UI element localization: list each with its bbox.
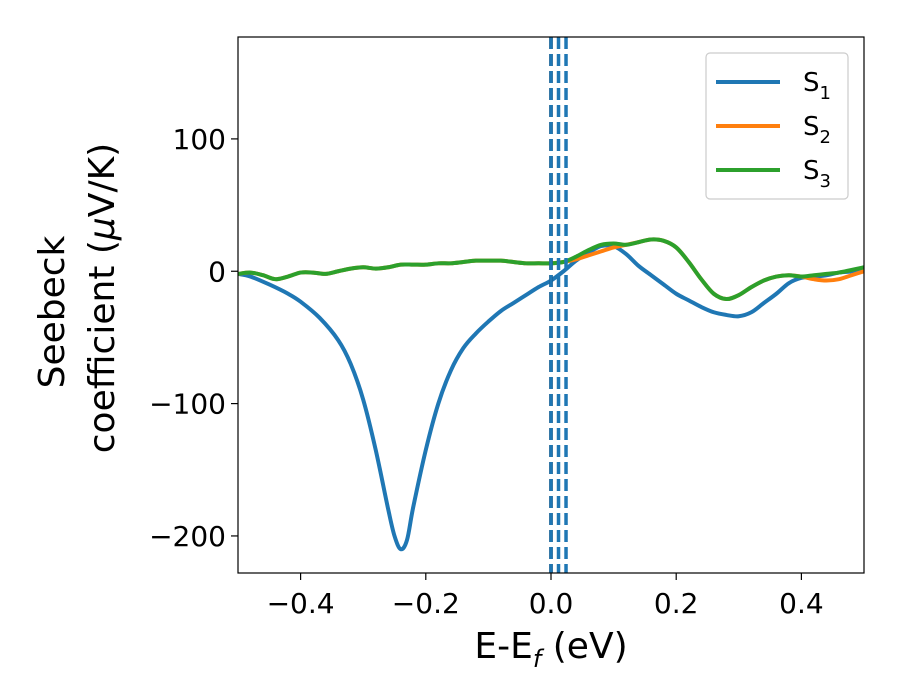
x-axis-title-main: E-E [474, 626, 532, 667]
x-tick-label: −0.4 [267, 587, 335, 620]
y-axis-title-line1: Seebeck [32, 235, 73, 388]
legend-label-s3: S3 [803, 156, 831, 192]
plot-area [238, 37, 864, 573]
x-tick-label: 0.0 [529, 587, 574, 620]
y-tick-label: −200 [149, 520, 226, 553]
y-axis-title-line2: coefficient (μV/K) [82, 143, 123, 453]
y-tick-label: 0 [208, 255, 226, 288]
y-tick-label: −100 [149, 388, 226, 421]
x-ticks: −0.4 −0.2 0.0 0.2 0.4 [267, 573, 824, 620]
legend-label-s2: S2 [803, 112, 831, 148]
vline-layer [549, 37, 568, 573]
legend-items: S1 S2 S3 [716, 68, 831, 192]
legend: S1 S2 S3 [705, 52, 849, 200]
y-axis-title-unit: V/K) [82, 143, 123, 217]
x-tick-label: −0.2 [392, 587, 460, 620]
x-tick-label: 0.4 [779, 587, 824, 620]
x-axis-title: E-Ef (eV) [474, 626, 627, 673]
legend-label-s1: S1 [803, 68, 831, 104]
y-axis-title-mu: μ [82, 217, 123, 241]
x-axis-title-unit: (eV) [541, 626, 627, 667]
y-tick-label: 100 [173, 123, 226, 156]
y-axis-title-text: coefficient ( [82, 240, 123, 453]
x-tick-label: 0.2 [654, 587, 699, 620]
y-ticks: −200 −100 0 100 [149, 123, 238, 553]
